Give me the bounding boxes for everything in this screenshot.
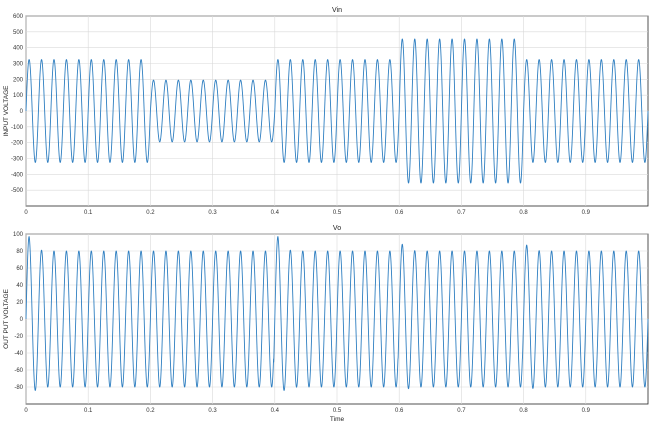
vin-x-tick-label: 0.6: [395, 210, 404, 216]
vo-x-tick-label: 0: [24, 408, 28, 414]
vo-y-tick-label: 0: [20, 317, 24, 323]
vin-y-tick-label: 600: [13, 14, 24, 20]
vin-x-tick-label: 0: [24, 210, 28, 216]
vin-y-tick-label: 300: [13, 62, 24, 68]
vo-y-axis-label: OUT PUT VOLTAGE: [3, 288, 10, 349]
vin-y-tick-label: -200: [11, 141, 24, 147]
vo-x-tick-label: 0.9: [582, 408, 591, 414]
vo-x-tick-label: 0.8: [519, 408, 528, 414]
vo-y-ticks: 100 80 60 40 20 0 -20 -40 -60 -80: [13, 232, 24, 391]
vin-x-tick-label: 0.1: [84, 210, 93, 216]
vin-x-tick-label: 0.5: [333, 210, 342, 216]
vo-series-line: [25, 236, 649, 391]
vin-y-tick-label: 200: [13, 77, 24, 83]
vin-y-tick-label: -100: [11, 125, 24, 131]
vo-y-tick-label: -20: [14, 334, 23, 340]
vo-x-tick-label: 0.1: [84, 408, 93, 414]
vin-x-tick-label: 0.4: [271, 210, 280, 216]
vo-x-tick-label: 0.7: [457, 408, 466, 414]
vo-plot: 100 80 60 40 20 0 -20 -40 -60 -80 0 0.1 0.2 0.3 0.4 0.…: [3, 225, 649, 423]
vo-y-tick-label: 20: [16, 300, 23, 306]
vo-y-tick-label: -60: [14, 368, 23, 374]
vo-y-tick-label: 100: [13, 232, 24, 238]
vo-y-tick-label: 80: [16, 249, 23, 255]
vo-y-tick-label: -40: [14, 351, 23, 357]
vo-x-tick-label: 0.4: [271, 408, 280, 414]
vo-x-tick-label: 0.6: [395, 408, 404, 414]
vin-y-tick-label: -400: [11, 172, 24, 178]
vin-plot: 6005004003002001000-100-200-300-400-500 …: [3, 7, 649, 216]
vo-y-tick-label: 40: [16, 283, 23, 289]
vo-plot-title: Vo: [333, 225, 341, 232]
vin-x-tick-label: 0.3: [208, 210, 217, 216]
vo-x-tick-label: 0.5: [333, 408, 342, 414]
vin-y-tick-label: 500: [13, 30, 24, 36]
vo-x-tick-label: 0.3: [208, 408, 217, 414]
vin-y-tick-label: -500: [11, 188, 24, 194]
vin-series-line: [25, 38, 649, 184]
vin-x-tick-label: 0.8: [519, 210, 528, 216]
vin-y-ticks: 600 500 400 300 200 100 0 -100 -200 -300 -400 -500: [11, 14, 24, 194]
vo-x-tick-label: 0.2: [146, 408, 155, 414]
vo-y-tick-label: 60: [16, 266, 23, 272]
vo-y-tick-label: -80: [14, 385, 23, 391]
vin-y-axis-label: INPUT VOLTAGE: [3, 85, 10, 137]
vin-y-tick-label: 100: [13, 93, 24, 99]
vo-x-ticks: 0 0.1 0.2 0.3 0.4 0.5 0.6 0.7 0.8 0.9: [24, 408, 590, 414]
vin-x-tick-label: 0.7: [457, 210, 466, 216]
vin-x-ticks: 0 0.1 0.2 0.3 0.4 0.5 0.6 0.7 0.8 0.9: [24, 210, 590, 216]
vin-y-tick-label: 0: [20, 109, 24, 115]
vin-x-tick-label: 0.9: [582, 210, 591, 216]
vin-plot-title: Vin: [332, 7, 342, 14]
vin-x-tick-label: 0.2: [146, 210, 155, 216]
vo-x-axis-label: Time: [330, 416, 345, 423]
vin-y-tick-label: -300: [11, 157, 24, 163]
vin-y-tick-label: 400: [13, 46, 24, 52]
